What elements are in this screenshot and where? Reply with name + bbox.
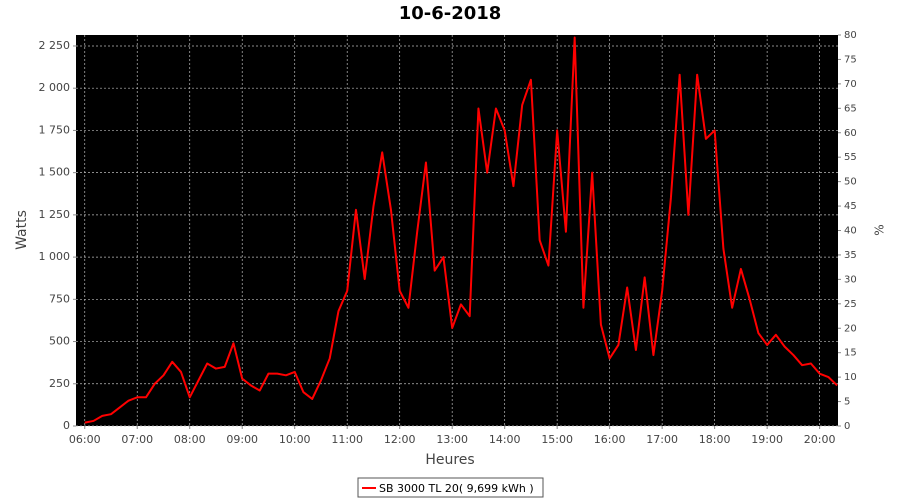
x-tick-label: 12:00	[384, 433, 416, 446]
x-tick-label: 08:00	[174, 433, 206, 446]
y2-tick-label: 70	[844, 79, 857, 90]
y-tick-label: 750	[49, 292, 70, 305]
y2-tick-label: 15	[844, 348, 857, 359]
y2-tick-label: 10	[844, 372, 857, 383]
y2-tick-label: 40	[844, 226, 857, 237]
x-tick-label: 07:00	[121, 433, 153, 446]
x-axis-label: Heures	[425, 452, 474, 468]
y2-tick-label: 20	[844, 323, 857, 334]
y-tick-label: 2 000	[39, 81, 71, 94]
legend-label: SB 3000 TL 20( 9,699 kWh )	[379, 482, 534, 495]
y-tick-label: 500	[49, 335, 70, 348]
chart-title: 10-6-2018	[399, 3, 502, 24]
legend	[357, 477, 544, 498]
y2-tick-label: 65	[844, 103, 857, 114]
y2-tick-label: 35	[844, 250, 857, 261]
plot-area	[76, 35, 838, 426]
y2-tick-label: 50	[844, 177, 857, 188]
x-tick-label: 18:00	[699, 433, 731, 446]
x-tick-label: 10:00	[279, 433, 311, 446]
x-tick-label: 13:00	[436, 433, 468, 446]
y2-axis-label: %	[873, 224, 887, 235]
y2-tick-label: 55	[844, 152, 857, 163]
y2-tick-label: 60	[844, 128, 857, 139]
y-tick-label: 1 750	[39, 123, 71, 136]
x-tick-label: 20:00	[804, 433, 836, 446]
x-tick-label: 17:00	[646, 433, 678, 446]
x-tick-label: 11:00	[331, 433, 363, 446]
y2-tick-label: 5	[844, 397, 850, 408]
x-tick-label: 15:00	[541, 433, 573, 446]
x-tick-label: 09:00	[226, 433, 258, 446]
x-tick-label: 06:00	[69, 433, 101, 446]
y2-tick-label: 80	[844, 30, 857, 41]
x-tick-label: 14:00	[489, 433, 521, 446]
y2-tick-label: 0	[844, 421, 850, 432]
y2-tick-label: 25	[844, 299, 857, 310]
y-tick-label: 1 000	[39, 250, 71, 263]
y-tick-label: 1 250	[39, 208, 71, 221]
y2-tick-label: 30	[844, 274, 857, 285]
y-tick-label: 1 500	[39, 166, 71, 179]
y-tick-label: 2 250	[39, 39, 71, 52]
y-axis-label: Watts	[14, 210, 30, 250]
y-tick-label: 0	[63, 419, 70, 432]
series-line	[84, 36, 838, 424]
x-tick-label: 19:00	[751, 433, 783, 446]
x-tick-label: 16:00	[594, 433, 626, 446]
y2-tick-label: 75	[844, 54, 857, 65]
y2-tick-label: 45	[844, 201, 857, 212]
y-tick-label: 250	[49, 377, 70, 390]
